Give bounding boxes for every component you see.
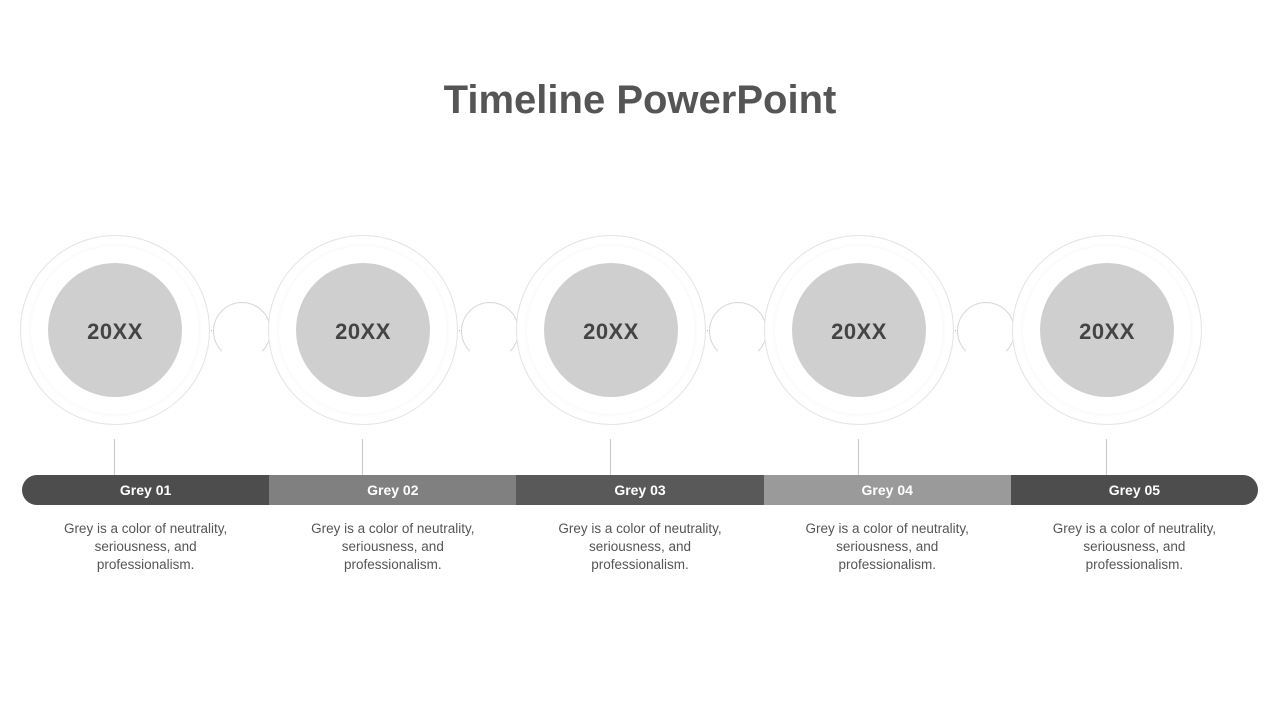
description-text: Grey is a color of neutrality, seriousne… <box>764 520 1011 575</box>
node-year-label: 20XX <box>516 319 706 345</box>
timeline-node: 20XX <box>516 235 706 425</box>
node-year-label: 20XX <box>20 319 210 345</box>
segment-bar: Grey 01 Grey 02 Grey 03 Grey 04 Grey 05 <box>22 475 1258 505</box>
node-year-label: 20XX <box>268 319 458 345</box>
page-title: Timeline PowerPoint <box>0 78 1280 123</box>
segment: Grey 03 <box>516 475 763 505</box>
connector-loop <box>957 302 1015 360</box>
description-text: Grey is a color of neutrality, seriousne… <box>516 520 763 575</box>
timeline-node: 20XX <box>1012 235 1202 425</box>
description-text: Grey is a color of neutrality, seriousne… <box>22 520 269 575</box>
connector-loop <box>461 302 519 360</box>
description-text: Grey is a color of neutrality, seriousne… <box>269 520 516 575</box>
timeline-node: 20XX <box>20 235 210 425</box>
segment: Grey 04 <box>764 475 1011 505</box>
segment: Grey 02 <box>269 475 516 505</box>
description-text: Grey is a color of neutrality, seriousne… <box>1011 520 1258 575</box>
node-year-label: 20XX <box>1012 319 1202 345</box>
description-row: Grey is a color of neutrality, seriousne… <box>22 520 1258 575</box>
timeline-stage: 20XX 20XX 20XX 20XX 20XX <box>0 220 1280 460</box>
timeline-node: 20XX <box>764 235 954 425</box>
timeline-node: 20XX <box>268 235 458 425</box>
connector-loop <box>213 302 271 360</box>
connector-loop <box>709 302 767 360</box>
node-year-label: 20XX <box>764 319 954 345</box>
segment: Grey 05 <box>1011 475 1258 505</box>
segment: Grey 01 <box>22 475 269 505</box>
